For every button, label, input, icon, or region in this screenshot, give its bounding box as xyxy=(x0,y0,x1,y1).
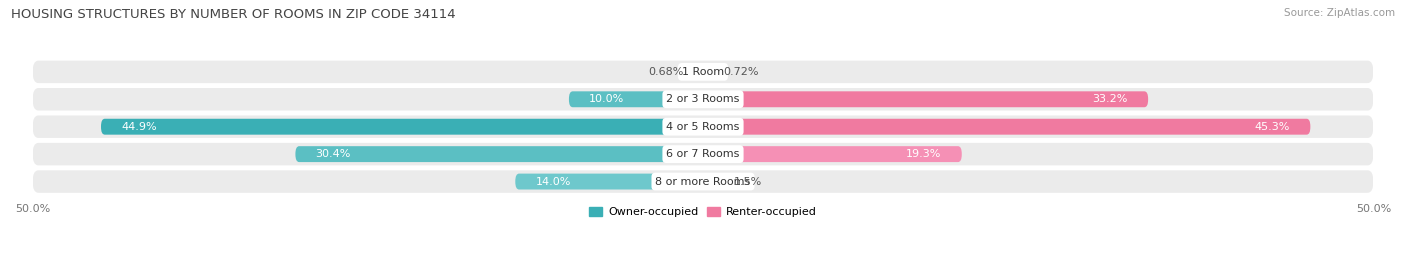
FancyBboxPatch shape xyxy=(32,170,1374,193)
Legend: Owner-occupied, Renter-occupied: Owner-occupied, Renter-occupied xyxy=(585,203,821,222)
Text: 2 or 3 Rooms: 2 or 3 Rooms xyxy=(666,94,740,104)
FancyBboxPatch shape xyxy=(515,174,703,189)
FancyBboxPatch shape xyxy=(703,119,1310,135)
Text: 19.3%: 19.3% xyxy=(907,149,942,159)
FancyBboxPatch shape xyxy=(703,146,962,162)
Text: 14.0%: 14.0% xyxy=(536,176,571,187)
FancyBboxPatch shape xyxy=(703,91,1149,107)
FancyBboxPatch shape xyxy=(695,64,703,80)
FancyBboxPatch shape xyxy=(569,91,703,107)
Text: 1.5%: 1.5% xyxy=(734,176,762,187)
Text: 6 or 7 Rooms: 6 or 7 Rooms xyxy=(666,149,740,159)
FancyBboxPatch shape xyxy=(32,143,1374,165)
FancyBboxPatch shape xyxy=(32,61,1374,83)
Text: Source: ZipAtlas.com: Source: ZipAtlas.com xyxy=(1284,8,1395,18)
Text: 10.0%: 10.0% xyxy=(589,94,624,104)
Text: 0.72%: 0.72% xyxy=(723,67,759,77)
FancyBboxPatch shape xyxy=(703,174,723,189)
Text: 44.9%: 44.9% xyxy=(121,122,156,132)
FancyBboxPatch shape xyxy=(101,119,703,135)
Text: 0.68%: 0.68% xyxy=(648,67,683,77)
FancyBboxPatch shape xyxy=(703,64,713,80)
Text: 30.4%: 30.4% xyxy=(315,149,352,159)
Text: HOUSING STRUCTURES BY NUMBER OF ROOMS IN ZIP CODE 34114: HOUSING STRUCTURES BY NUMBER OF ROOMS IN… xyxy=(11,8,456,21)
FancyBboxPatch shape xyxy=(32,115,1374,138)
Text: 1 Room: 1 Room xyxy=(682,67,724,77)
FancyBboxPatch shape xyxy=(32,88,1374,111)
Text: 33.2%: 33.2% xyxy=(1092,94,1128,104)
FancyBboxPatch shape xyxy=(295,146,703,162)
Text: 8 or more Rooms: 8 or more Rooms xyxy=(655,176,751,187)
Text: 4 or 5 Rooms: 4 or 5 Rooms xyxy=(666,122,740,132)
Text: 45.3%: 45.3% xyxy=(1256,122,1291,132)
